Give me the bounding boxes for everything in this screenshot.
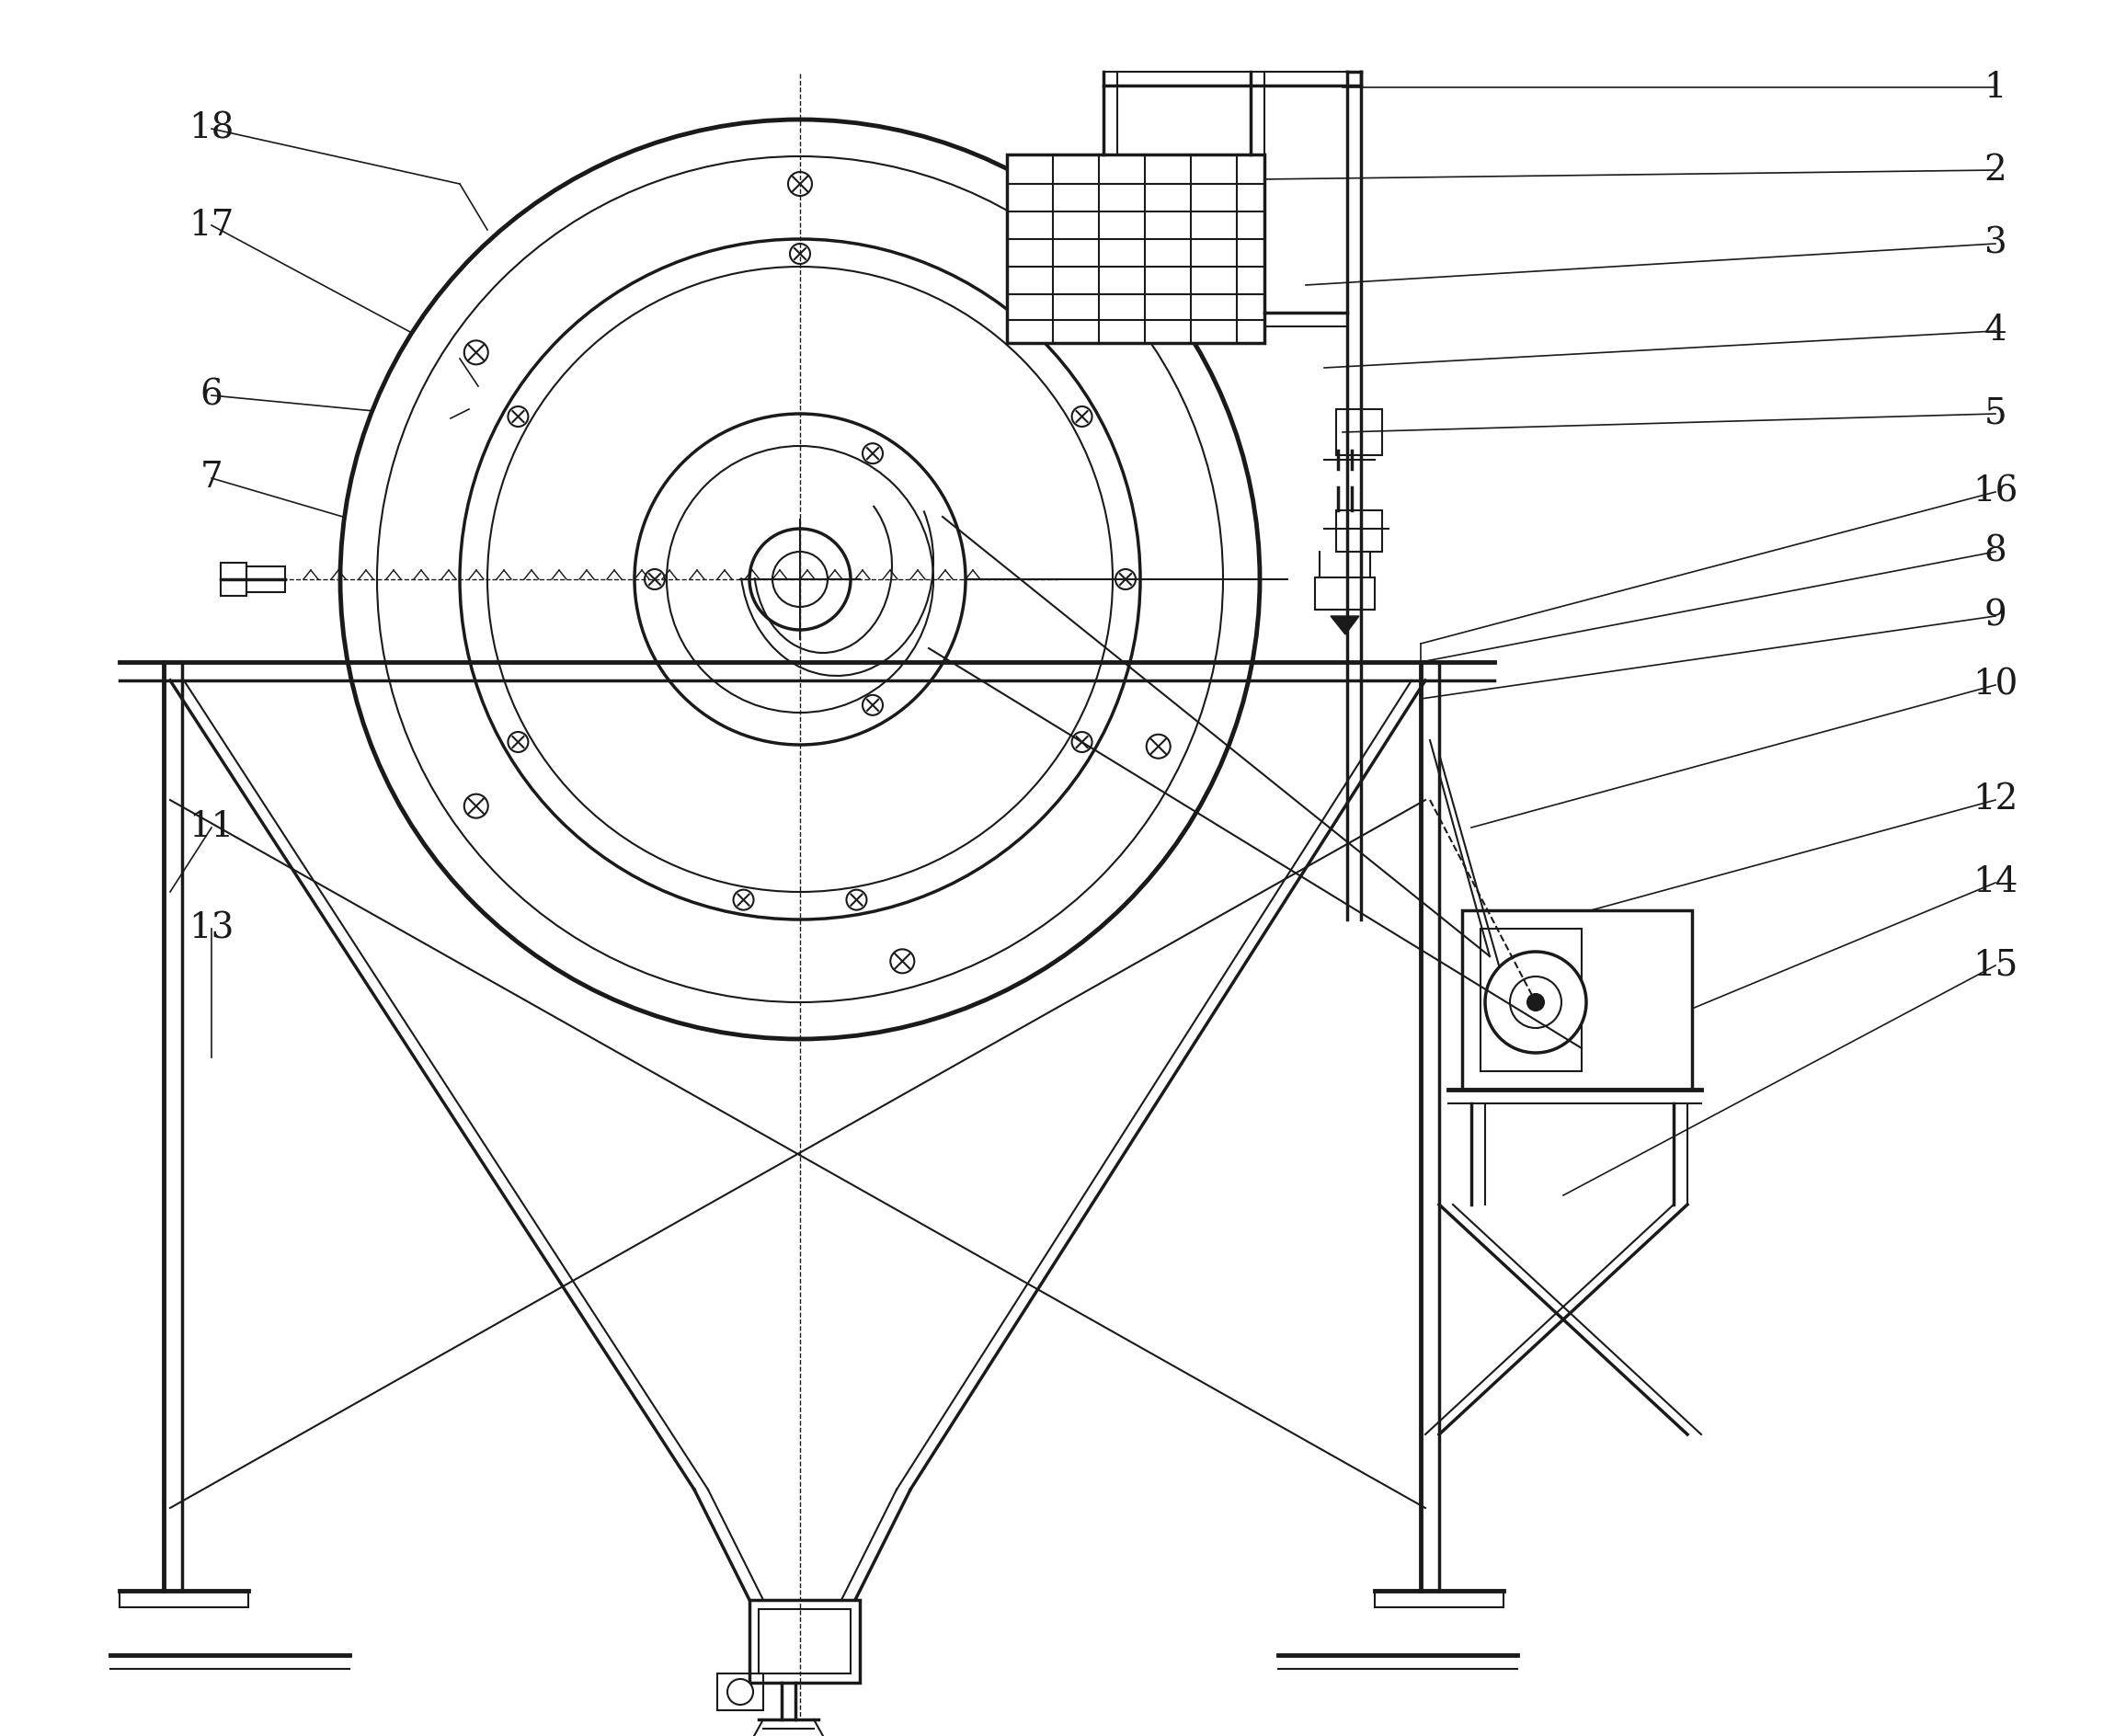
Circle shape bbox=[863, 443, 882, 464]
Circle shape bbox=[459, 240, 1140, 920]
Circle shape bbox=[463, 340, 489, 365]
Text: 6: 6 bbox=[201, 378, 222, 413]
Bar bbox=[749, 1601, 861, 1682]
Circle shape bbox=[728, 1679, 753, 1705]
Circle shape bbox=[634, 413, 967, 745]
Bar bbox=[1337, 410, 1381, 455]
Text: 2: 2 bbox=[1984, 153, 2007, 187]
Circle shape bbox=[1485, 951, 1586, 1052]
Bar bbox=[247, 566, 286, 592]
Bar bbox=[717, 1674, 764, 1710]
Circle shape bbox=[890, 950, 914, 974]
Circle shape bbox=[463, 793, 489, 818]
Text: 5: 5 bbox=[1984, 398, 2007, 431]
Circle shape bbox=[734, 891, 753, 910]
Circle shape bbox=[1072, 406, 1091, 427]
Text: 13: 13 bbox=[188, 911, 235, 946]
Bar bbox=[1461, 910, 1692, 1090]
Circle shape bbox=[749, 529, 850, 630]
Circle shape bbox=[508, 733, 529, 752]
Text: 10: 10 bbox=[1973, 668, 2018, 701]
Text: 14: 14 bbox=[1973, 866, 2018, 899]
Circle shape bbox=[376, 156, 1222, 1002]
Circle shape bbox=[846, 891, 867, 910]
Circle shape bbox=[341, 120, 1261, 1040]
Text: 16: 16 bbox=[1973, 476, 2018, 509]
Polygon shape bbox=[1330, 616, 1360, 634]
Text: 4: 4 bbox=[1984, 314, 2007, 347]
Bar bbox=[1316, 578, 1375, 609]
Text: 15: 15 bbox=[1973, 948, 2018, 983]
Circle shape bbox=[1527, 995, 1544, 1010]
Circle shape bbox=[645, 569, 664, 590]
Circle shape bbox=[772, 552, 827, 608]
Text: 3: 3 bbox=[1984, 227, 2007, 260]
Circle shape bbox=[1068, 288, 1091, 312]
Bar bbox=[1007, 155, 1265, 344]
Bar bbox=[1480, 929, 1582, 1071]
Text: 7: 7 bbox=[201, 462, 222, 495]
Circle shape bbox=[666, 446, 933, 712]
Circle shape bbox=[1510, 976, 1561, 1028]
Circle shape bbox=[789, 172, 812, 196]
Bar bbox=[1337, 510, 1381, 552]
Text: 11: 11 bbox=[188, 811, 235, 844]
Circle shape bbox=[1146, 734, 1170, 759]
Text: 1: 1 bbox=[1984, 71, 2007, 104]
Circle shape bbox=[1072, 733, 1091, 752]
Text: 9: 9 bbox=[1984, 599, 2007, 634]
Circle shape bbox=[486, 267, 1112, 892]
Text: 17: 17 bbox=[188, 208, 235, 243]
Circle shape bbox=[1115, 569, 1136, 590]
Bar bbox=[220, 562, 247, 595]
Circle shape bbox=[789, 243, 810, 264]
Text: 8: 8 bbox=[1984, 535, 2007, 569]
Text: 12: 12 bbox=[1973, 783, 2018, 818]
Circle shape bbox=[863, 694, 882, 715]
Circle shape bbox=[508, 406, 529, 427]
Bar bbox=[759, 1609, 850, 1674]
Text: 18: 18 bbox=[188, 111, 235, 146]
